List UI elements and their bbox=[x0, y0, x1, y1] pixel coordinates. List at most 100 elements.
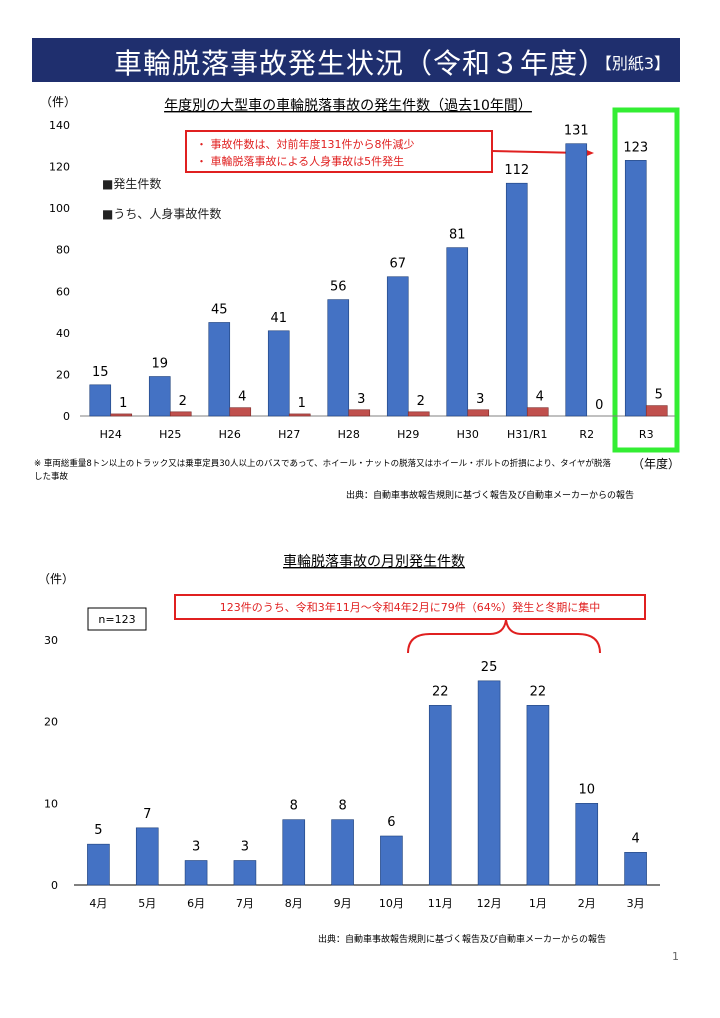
bar-total bbox=[505, 182, 528, 417]
x-tick-label: 12月 bbox=[477, 897, 502, 910]
bar-month-label: 3 bbox=[241, 840, 249, 855]
x-tick-label: 1月 bbox=[529, 897, 547, 910]
bar-month-label: 8 bbox=[290, 799, 298, 814]
x-tick-label: 3月 bbox=[627, 897, 645, 910]
x-tick-label: 5月 bbox=[138, 897, 156, 910]
bar-total-label: 81 bbox=[449, 228, 466, 243]
x-tick-label: H27 bbox=[278, 428, 300, 441]
x-tick-label: H26 bbox=[219, 428, 241, 441]
bar-injury-label: 1 bbox=[119, 396, 127, 411]
bar-injury-label: 3 bbox=[357, 392, 365, 407]
y-tick-label: 0 bbox=[63, 410, 70, 423]
bar-month bbox=[380, 835, 403, 886]
bar-total-label: 15 bbox=[92, 365, 109, 380]
bar-month-label: 5 bbox=[94, 823, 102, 838]
attachment-tag: 【別紙3】 bbox=[595, 54, 670, 73]
y-tick-label: 60 bbox=[56, 285, 70, 298]
bar-total-label: 112 bbox=[504, 163, 529, 178]
bar-month bbox=[184, 860, 208, 886]
bar-injury-label: 4 bbox=[536, 390, 544, 405]
chart1-title: 年度別の大型車の車輪脱落事故の発生件数（過去10年間） bbox=[164, 97, 532, 114]
bar-injury bbox=[407, 411, 430, 417]
bar-total-label: 131 bbox=[564, 124, 589, 139]
bar-injury-label: 2 bbox=[179, 394, 187, 409]
y-tick-label: 10 bbox=[44, 797, 58, 810]
legend-total: ■発生件数 bbox=[102, 176, 161, 191]
bar-month bbox=[331, 819, 354, 886]
bar-month bbox=[624, 852, 647, 886]
y-tick-label: 100 bbox=[49, 202, 70, 215]
winter-brace bbox=[407, 619, 601, 654]
bar-total-label: 67 bbox=[389, 257, 406, 272]
bar-month-label: 25 bbox=[481, 660, 498, 675]
page-title: 車輪脱落事故発生状況（令和３年度） bbox=[114, 47, 608, 80]
bar-month-label: 22 bbox=[530, 684, 547, 699]
chart2-callout-box bbox=[174, 594, 646, 620]
bar-month-label: 3 bbox=[192, 840, 200, 855]
x-tick-label: R3 bbox=[639, 428, 654, 441]
bar-month bbox=[282, 819, 306, 886]
bar-total-label: 19 bbox=[151, 357, 168, 372]
bar-total-label: 45 bbox=[211, 302, 228, 317]
y-tick-label: 0 bbox=[51, 879, 58, 892]
monthly-accidents-chart: 車輪脱落事故の月別発生件数 （件） n=123 123件のうち、令和3年11月～… bbox=[38, 553, 660, 910]
bar-injury-label: 1 bbox=[298, 396, 306, 411]
bar-total bbox=[327, 299, 350, 417]
bar-injury bbox=[645, 405, 668, 417]
bar-total bbox=[624, 160, 647, 417]
n-label-box bbox=[87, 607, 147, 631]
bar-month-label: 4 bbox=[631, 831, 639, 846]
r3-highlight-box bbox=[612, 107, 680, 453]
chart2-source: 出典：自動車事故報告規則に基づく報告及び自動車メーカーからの報告 bbox=[318, 935, 607, 945]
yearly-accidents-chart: （件） 年度別の大型車の車輪脱落事故の発生件数（過去10年間） ・ 事故件数は、… bbox=[40, 95, 680, 471]
bar-month-label: 6 bbox=[387, 815, 395, 830]
bar-month bbox=[575, 803, 599, 886]
bar-month-label: 22 bbox=[432, 684, 449, 699]
y-tick-label: 80 bbox=[56, 244, 70, 257]
x-tick-label: R2 bbox=[579, 428, 594, 441]
chart1-callout-box bbox=[185, 130, 493, 173]
legend-injury: ■うち、人身事故件数 bbox=[102, 206, 221, 221]
x-tick-label: 6月 bbox=[187, 897, 205, 910]
bar-injury bbox=[467, 409, 490, 417]
bar-total bbox=[386, 276, 409, 417]
bar-month-label: 10 bbox=[578, 782, 595, 797]
x-tick-label: 2月 bbox=[578, 897, 596, 910]
page-number: 1 bbox=[672, 950, 679, 963]
bar-month bbox=[526, 705, 550, 886]
x-tick-label: H28 bbox=[338, 428, 360, 441]
x-tick-label: 4月 bbox=[89, 897, 107, 910]
y-tick-label: 120 bbox=[49, 161, 70, 174]
bar-total bbox=[565, 143, 588, 417]
chart1-callout-line-1: ・ 事故件数は、対前年度131件から8件減少 bbox=[196, 137, 415, 151]
bar-month-label: 7 bbox=[143, 807, 151, 822]
x-tick-label: H29 bbox=[397, 428, 419, 441]
chart1-x-unit: （年度） bbox=[632, 456, 680, 471]
bar-month bbox=[87, 843, 110, 886]
bar-total-label: 56 bbox=[330, 280, 347, 295]
x-tick-label: 7月 bbox=[236, 897, 254, 910]
bar-total bbox=[89, 384, 112, 417]
chart1-note: ※ 車両総重量8トン以上のトラック又は乗車定員30人以上のバスであって、ホイール… bbox=[34, 459, 611, 482]
bar-injury bbox=[288, 413, 311, 417]
chart2-unit: （件） bbox=[38, 572, 74, 586]
bar-month bbox=[135, 827, 159, 886]
bar-month bbox=[428, 705, 452, 886]
bar-injury-label: 0 bbox=[595, 398, 603, 413]
x-tick-label: H31/R1 bbox=[507, 428, 548, 441]
x-tick-label: 9月 bbox=[334, 897, 352, 910]
y-tick-label: 40 bbox=[56, 327, 70, 340]
y-tick-label: 20 bbox=[44, 716, 58, 729]
bar-injury-label: 3 bbox=[476, 392, 484, 407]
bar-month-label: 8 bbox=[338, 799, 346, 814]
chart1-unit: （件） bbox=[40, 95, 76, 109]
x-tick-label: 10月 bbox=[379, 897, 404, 910]
bar-total-label: 41 bbox=[270, 311, 287, 326]
chart2-callout: 123件のうち、令和3年11月～令和4年2月に79件（64%）発生と冬期に集中 bbox=[220, 600, 600, 614]
bar-injury bbox=[229, 407, 252, 417]
chart2-title: 車輪脱落事故の月別発生件数 bbox=[283, 553, 465, 570]
bar-injury bbox=[348, 409, 371, 417]
bar-injury-label: 4 bbox=[238, 390, 246, 405]
chart1-source: 出典：自動車事故報告規則に基づく報告及び自動車メーカーからの報告 bbox=[346, 491, 635, 501]
bar-total-label: 123 bbox=[623, 140, 648, 155]
